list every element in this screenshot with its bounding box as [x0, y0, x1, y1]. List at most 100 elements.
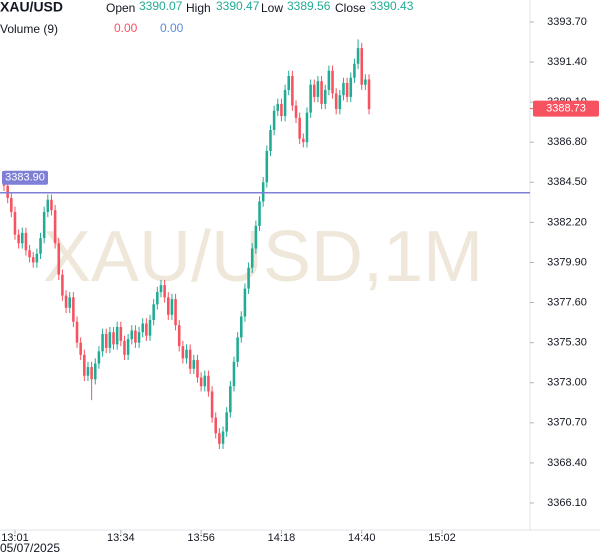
candle-body: [312, 84, 316, 97]
last-price-label: 3388.73: [546, 102, 586, 114]
candle-body: [148, 319, 152, 336]
candle-body: [72, 297, 75, 322]
candle-body: [174, 299, 177, 326]
candle-body: [258, 201, 261, 226]
candle-body: [305, 112, 309, 143]
candle-body: [247, 267, 250, 289]
candle-body: [207, 375, 210, 392]
y-tick-label: 3382.20: [547, 216, 587, 228]
candle-body: [316, 81, 320, 97]
candle-body: [291, 75, 294, 106]
candle-body: [166, 297, 170, 315]
candle-body: [152, 304, 155, 320]
candle-body: [367, 79, 371, 110]
candle-body: [108, 332, 112, 348]
candle-body: [134, 330, 137, 343]
y-tick-label: 3386.80: [547, 136, 587, 148]
y-tick-label: 3391.40: [547, 56, 587, 68]
candle-body: [218, 433, 221, 444]
candle-body: [199, 377, 203, 387]
candle-body: [265, 150, 269, 183]
candle-body: [232, 361, 236, 387]
candle-body: [39, 238, 42, 254]
y-tick-label: 3368.40: [547, 457, 587, 469]
candle-body: [57, 243, 61, 275]
candle-body: [225, 412, 228, 432]
legend-label: Close: [335, 1, 366, 15]
legend-value: 3390.43: [370, 0, 414, 13]
candle-body: [170, 299, 174, 315]
x-tick-label: 15:02: [428, 532, 456, 544]
candle-body: [6, 185, 9, 198]
candle-body: [97, 351, 101, 364]
legend-label: Open: [106, 1, 135, 15]
candle-body: [177, 325, 181, 347]
x-tick-label: 14:18: [268, 532, 296, 544]
candle-body: [61, 274, 64, 296]
candle-body: [119, 326, 123, 341]
candle-body: [323, 89, 327, 104]
volume-value: 0.00: [160, 21, 184, 35]
candle-body: [156, 292, 159, 305]
candle-body: [130, 330, 134, 340]
volume-label: Volume (9): [0, 22, 58, 36]
x-tick-label: 14:40: [348, 532, 376, 544]
x-tick-label: 13:34: [107, 532, 135, 544]
candle-body: [221, 431, 225, 444]
candle-body: [104, 333, 108, 348]
plot-area: [2, 39, 371, 449]
y-tick-label: 3373.00: [547, 377, 587, 389]
candle-body: [298, 117, 301, 139]
price-line-badge: [2, 170, 48, 185]
candle-body: [31, 257, 35, 263]
candle-body: [236, 337, 239, 362]
last-price-badge: [533, 100, 599, 117]
symbol: XAU/USD: [0, 0, 63, 15]
y-tick-label: 3366.10: [547, 497, 587, 509]
candle-body: [254, 225, 258, 249]
candle-body: [214, 417, 218, 434]
y-tick-label: 3370.70: [547, 417, 587, 429]
candle-body: [75, 321, 79, 343]
volume-value: 0.00: [114, 21, 138, 35]
legend-value: 3389.56: [287, 0, 331, 13]
price-line-label: 3383.90: [5, 172, 45, 184]
candle-body: [141, 323, 144, 333]
y-tick-label: 3379.90: [547, 256, 587, 268]
candle-body: [269, 130, 272, 151]
candle-body: [280, 103, 283, 117]
candle-body: [50, 199, 53, 211]
candle-body: [10, 197, 13, 212]
x-tick-label: 13:56: [187, 532, 215, 544]
candle-body: [42, 211, 46, 239]
candle-body: [309, 84, 312, 113]
candle-body: [145, 323, 148, 336]
legend-value: 3390.07: [139, 0, 183, 13]
candle-body: [345, 82, 349, 97]
candle-body: [101, 333, 104, 352]
candle-body: [250, 248, 254, 268]
candle-body: [349, 77, 353, 97]
candle-body: [327, 70, 331, 90]
candle-body: [90, 367, 93, 380]
candle-body: [261, 182, 265, 202]
candle-body: [163, 285, 166, 298]
date-label: 05/07/2025: [0, 541, 60, 555]
x-tick-label: 13:01: [1, 532, 29, 544]
candle-body: [356, 48, 360, 64]
candle-body: [283, 89, 287, 117]
candle-body: [364, 79, 367, 85]
candle-body: [181, 346, 185, 359]
candle-body: [188, 349, 192, 369]
candle-body: [86, 367, 90, 376]
candle-body: [229, 386, 232, 413]
candle-body: [185, 349, 188, 359]
candle-body: [53, 210, 57, 244]
candle-body: [203, 375, 207, 387]
y-tick-label: 3393.70: [547, 16, 587, 28]
y-tick-label: 3375.30: [547, 337, 587, 349]
candle-body: [320, 81, 323, 104]
candle-body: [243, 288, 247, 317]
